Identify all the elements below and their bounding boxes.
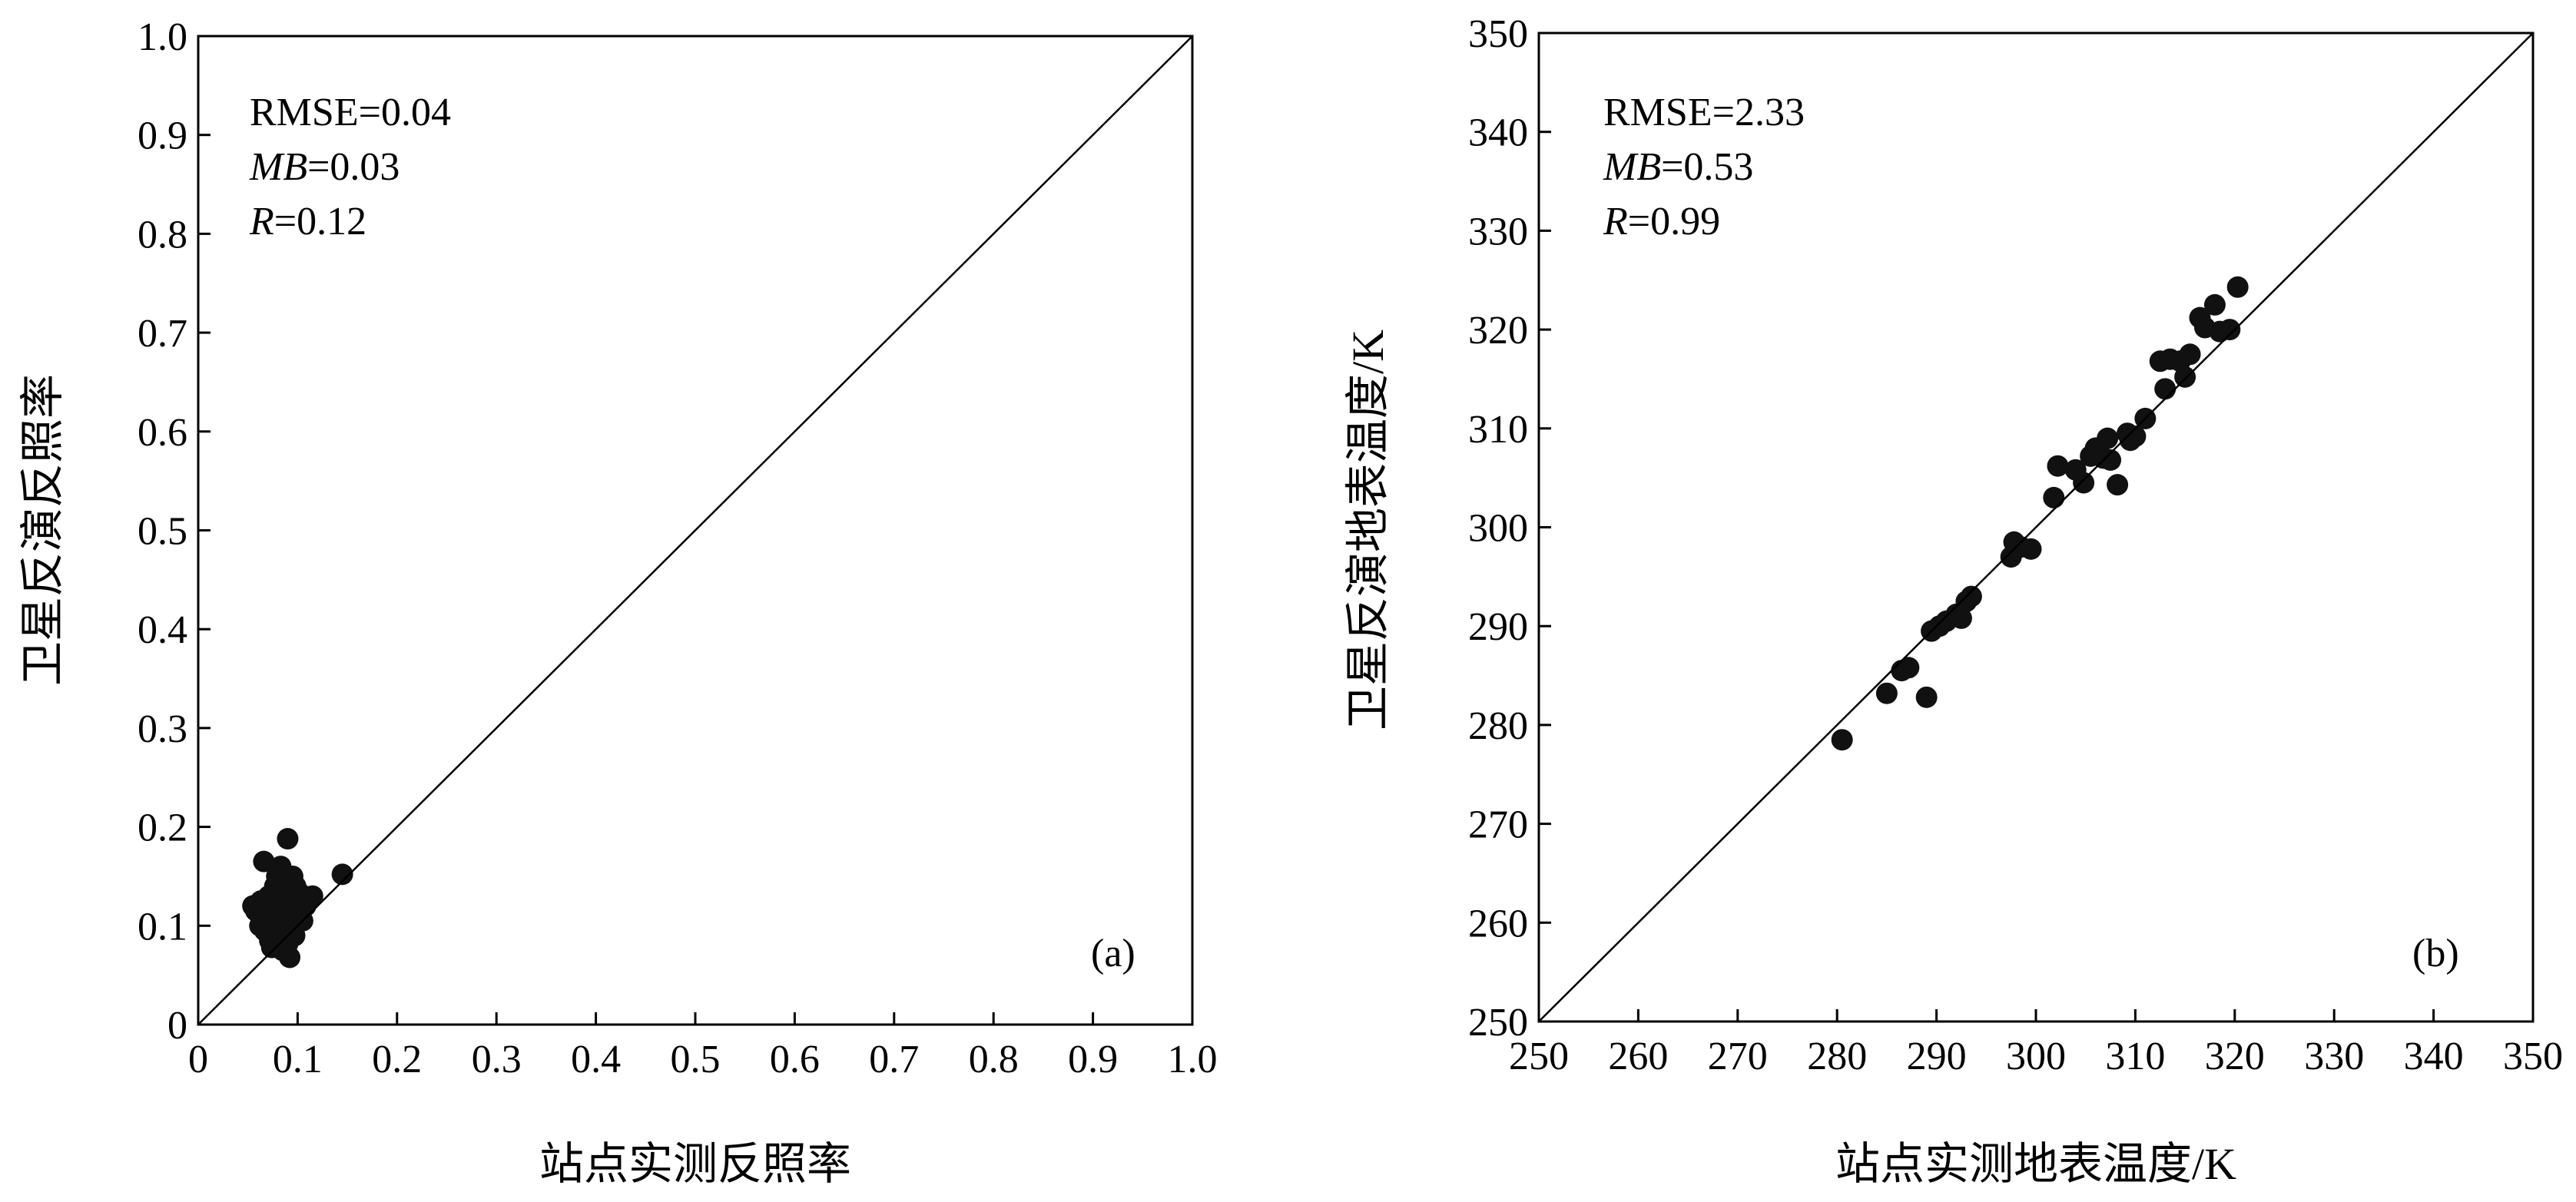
panel-a-ticks: 0 0.1 0.2 0.3 0.4 0.5 0.6 0.7 0.8 0.9 1.0 0 0.1 0.2 0.… — [138, 15, 1218, 1081]
panel-a-one-to-one-line — [197, 35, 1193, 1025]
panel-b-x-tick-label-10: 350 — [2503, 1035, 2563, 1078]
panel-b-y-tick-label-1: 260 — [1468, 902, 1528, 945]
panel-a-y-tick-label-3: 0.3 — [138, 707, 187, 751]
panel-a-x-tick-label-6: 0.6 — [770, 1038, 820, 1081]
panel-a-x-tick-label-7: 0.7 — [869, 1038, 919, 1081]
panel-a-stat-rmse: RMSE=0.04 — [250, 91, 451, 134]
panel-b-x-tick-label-3: 280 — [1807, 1035, 1867, 1078]
panel-b-point-38 — [2203, 293, 2226, 316]
panel-b-point-31 — [2154, 378, 2177, 400]
panel-b-x-tick-label-0: 250 — [1509, 1035, 1569, 1078]
panel-b-point-3 — [1898, 657, 1920, 679]
panel-b-temperature: 250 260 270 280 290 300 310 320 330 340 350 250 260 2… — [1343, 12, 2563, 1189]
panel-a-x-tick-label-9: 0.9 — [1068, 1038, 1118, 1081]
panel-a-y-axis-title: 卫星反演反照率 — [18, 374, 68, 686]
panel-b-point-34 — [2174, 366, 2196, 388]
panel-b-y-tick-label-2: 270 — [1468, 803, 1528, 847]
panel-a-points — [242, 828, 353, 969]
panel-b-y-tick-label-9: 340 — [1468, 111, 1528, 155]
panel-a-y-tick-label-0: 0 — [167, 1004, 187, 1048]
panel-b-x-tick-label-6: 310 — [2105, 1035, 2165, 1078]
panel-b-point-41 — [2226, 276, 2249, 298]
panel-a-y-tick-label-8: 0.8 — [138, 213, 187, 257]
panel-b-x-tick-label-7: 320 — [2205, 1035, 2265, 1078]
panel-b-point-4 — [1915, 686, 1938, 708]
panel-b-y-tick-label-5: 300 — [1468, 507, 1528, 551]
panel-b-y-tick-label-8: 330 — [1468, 210, 1528, 253]
panel-b-y-tick-label-3: 280 — [1468, 704, 1528, 748]
panel-b-ticks: 250 260 270 280 290 300 310 320 330 340 350 250 260 2… — [1468, 12, 2563, 1078]
panel-b-tag: (b) — [2412, 932, 2459, 975]
panel-b-x-axis-title: 站点实测地表温度/K — [1835, 1139, 2236, 1189]
panel-a-x-tick-label-3: 0.3 — [472, 1038, 522, 1081]
panel-a-point-28 — [277, 828, 299, 850]
panel-b-y-tick-label-6: 310 — [1468, 408, 1528, 452]
panel-b-point-35 — [2179, 343, 2201, 366]
panel-b-x-tick-label-9: 340 — [2404, 1035, 2464, 1078]
panel-a-y-tick-label-7: 0.7 — [138, 312, 187, 356]
panel-b-stat-rmse: RMSE=2.33 — [1603, 91, 1805, 134]
panel-a-x-tick-label-5: 0.5 — [671, 1038, 721, 1081]
panel-b-point-17 — [2047, 455, 2069, 477]
panel-a-y-tick-label-2: 0.2 — [138, 806, 187, 850]
panel-b-point-9 — [1950, 607, 1972, 629]
panel-a-x-tick-label-0: 0 — [188, 1038, 208, 1081]
panel-b-point-40 — [2219, 319, 2241, 341]
panel-a-y-tick-label-9: 0.9 — [138, 114, 187, 158]
panel-b-one-to-one-line — [1538, 32, 2534, 1022]
panel-a-x-tick-label-8: 0.8 — [969, 1038, 1019, 1081]
panel-b-y-tick-label-4: 290 — [1468, 605, 1528, 649]
panel-b-point-28 — [2124, 426, 2147, 448]
panel-a-point-5 — [253, 850, 275, 873]
panel-a-y-tick-label-1: 0.1 — [138, 905, 187, 949]
panel-b-point-24 — [2100, 449, 2122, 471]
panel-b-point-15 — [2020, 538, 2042, 560]
panel-a-x-tick-label-2: 0.2 — [372, 1038, 422, 1081]
panel-a-y-tick-label-6: 0.6 — [138, 411, 187, 455]
panel-b-x-tick-label-5: 300 — [2006, 1035, 2066, 1078]
panel-b-point-19 — [2073, 472, 2095, 494]
panel-b-x-tick-label-2: 270 — [1708, 1035, 1768, 1078]
panel-a-point-44 — [301, 885, 323, 907]
panel-b-stat-mb: MB=0.53 — [1603, 145, 1753, 189]
panel-a-albedo: 0 0.1 0.2 0.3 0.4 0.5 0.6 0.7 0.8 0.9 1.0 0 0.1 0.2 0.… — [18, 15, 1218, 1189]
panel-a-stat-mb: MB=0.03 — [249, 145, 399, 189]
panel-b-point-16 — [2043, 486, 2065, 508]
panel-b-point-0 — [1831, 729, 1853, 751]
panel-a-y-tick-label-5: 0.5 — [138, 510, 187, 554]
panel-b-y-tick-label-0: 250 — [1468, 1001, 1528, 1045]
panel-b-point-11 — [1960, 585, 1982, 608]
panel-b-stat-r: R=0.99 — [1603, 200, 1720, 243]
panel-a-x-tick-label-1: 0.1 — [273, 1038, 323, 1081]
panel-b-x-tick-label-4: 290 — [1907, 1035, 1967, 1078]
panel-b-point-1 — [1875, 682, 1898, 704]
panel-b-x-tick-label-8: 330 — [2304, 1035, 2364, 1078]
panel-a-x-tick-label-4: 0.4 — [571, 1038, 621, 1081]
panel-b-y-axis-title: 卫星反演地表温度/K — [1343, 329, 1393, 730]
panel-a-point-31 — [279, 946, 301, 969]
panel-a-tag: (a) — [1091, 932, 1135, 975]
panel-a-stat-r: R=0.12 — [249, 200, 366, 243]
panel-b-y-tick-label-10: 350 — [1468, 12, 1528, 56]
panel-b-point-23 — [2097, 427, 2119, 449]
panel-a-point-45 — [331, 863, 353, 886]
panel-b-points — [1831, 276, 2249, 751]
panel-a-x-tick-label-10: 1.0 — [1168, 1038, 1218, 1081]
panel-b-y-tick-label-7: 320 — [1468, 309, 1528, 353]
panel-a-y-tick-label-10: 1.0 — [138, 15, 187, 59]
panel-b-x-tick-label-1: 260 — [1608, 1035, 1668, 1078]
panel-a-y-tick-label-4: 0.4 — [138, 608, 187, 652]
panel-b-point-25 — [2107, 474, 2129, 496]
panel-a-x-axis-title: 站点实测反照率 — [539, 1139, 851, 1189]
